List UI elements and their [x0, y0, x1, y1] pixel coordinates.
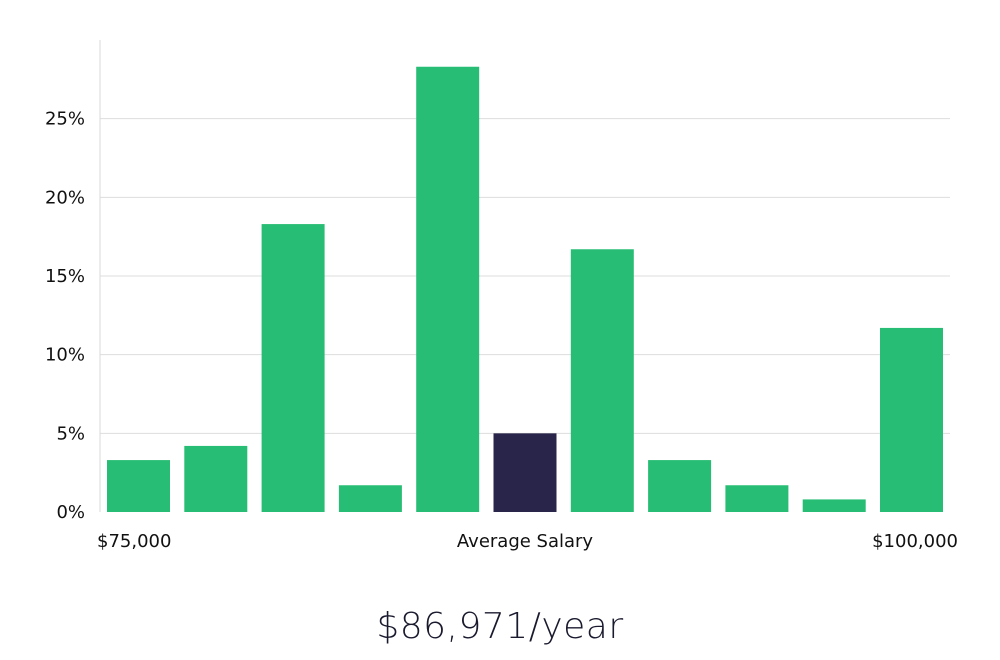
y-tick-label: 0%	[56, 502, 85, 523]
bar	[416, 66, 480, 512]
gridlines	[100, 118, 950, 434]
y-tick-label: 5%	[56, 423, 85, 444]
bar	[184, 445, 248, 512]
bar	[261, 224, 325, 512]
y-tick-label: 25%	[45, 109, 85, 130]
salary-distribution-chart: 0% 5% 10% 15% 20% 25% $75,000 Average Salary …	[45, 40, 958, 552]
x-label-min: $75,000	[97, 531, 171, 552]
bar	[107, 460, 170, 512]
x-label-max: $100,000	[872, 531, 958, 552]
bar	[725, 485, 789, 512]
y-tick-label: 20%	[45, 187, 85, 208]
bars	[107, 66, 943, 512]
bar	[338, 485, 402, 512]
bar	[570, 249, 634, 512]
bar	[880, 327, 943, 512]
y-tick-label: 15%	[45, 266, 85, 287]
bar	[802, 499, 866, 512]
average-salary-headline: $86,971/year	[376, 606, 624, 647]
x-axis-title: Average Salary	[457, 531, 594, 552]
y-tick-label: 10%	[45, 345, 85, 366]
bar-average	[493, 433, 557, 512]
bar	[648, 460, 712, 512]
y-tick-labels: 0% 5% 10% 15% 20% 25%	[45, 109, 85, 523]
chart-svg: 0%5%10%15%20%25% $75,000 Average Salary …	[45, 40, 958, 552]
